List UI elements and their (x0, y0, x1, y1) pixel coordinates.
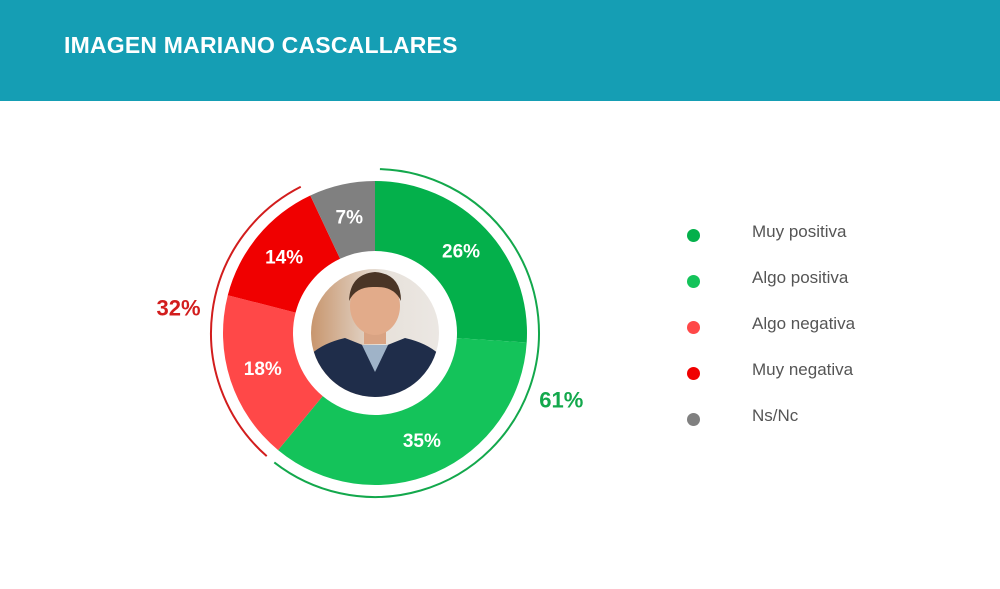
legend-swatch (687, 275, 700, 288)
legend-label: Muy positiva (752, 222, 847, 241)
legend-swatch (687, 229, 700, 242)
slice-value-label: 7% (336, 207, 364, 228)
legend-swatch (687, 367, 700, 380)
slice-value-label: 18% (244, 359, 282, 380)
group-arc-positive (273, 168, 540, 498)
legend-label: Muy negativa (752, 360, 854, 379)
group-total-label-negative: 32% (157, 296, 201, 321)
page-title: IMAGEN MARIANO CASCALLARES (64, 32, 458, 58)
slice-value-label: 14% (265, 247, 303, 268)
donut-slice-muy-negativa (227, 195, 341, 313)
slice-value-label: 26% (442, 242, 480, 263)
donut-slice-ns-nc (310, 181, 375, 259)
legend-label: Algo positiva (752, 268, 849, 287)
legend-label: Ns/Nc (752, 406, 799, 425)
donut-slice-algo-negativa (223, 295, 323, 451)
person-photo-icon (311, 269, 439, 397)
group-arc-negative (210, 185, 302, 457)
donut-slice-algo-positiva (278, 338, 527, 486)
header-bar: IMAGEN MARIANO CASCALLARES (0, 0, 1000, 101)
group-total-label-positive: 61% (539, 388, 583, 413)
legend-label: Algo negativa (752, 314, 856, 333)
legend-swatch (687, 321, 700, 334)
slice-value-label: 35% (403, 431, 441, 452)
donut-slice-muy-positiva (375, 181, 527, 343)
legend-swatch (687, 413, 700, 426)
